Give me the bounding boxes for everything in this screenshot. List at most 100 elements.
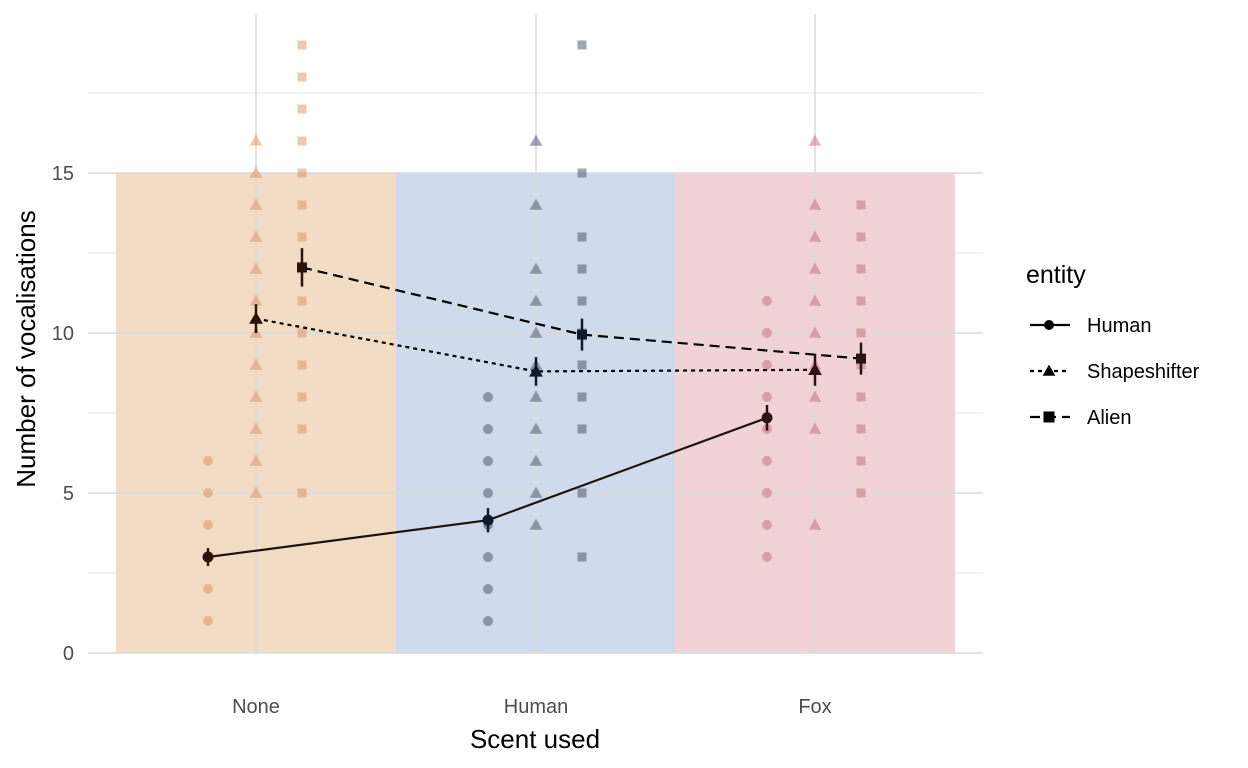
mean-point-alien bbox=[297, 262, 307, 273]
raw-point-shapeshifter bbox=[529, 390, 543, 402]
raw-point-human bbox=[483, 616, 493, 626]
raw-point-human bbox=[483, 488, 493, 498]
raw-point-human bbox=[203, 456, 213, 466]
mean-point-human bbox=[761, 412, 773, 424]
raw-point-alien bbox=[297, 488, 307, 498]
raw-point-human bbox=[762, 328, 772, 338]
legend-label: Human bbox=[1087, 315, 1151, 337]
mean-point-human bbox=[482, 514, 494, 526]
raw-point-human bbox=[762, 552, 772, 562]
raw-point-shapeshifter bbox=[249, 262, 263, 274]
legend-key-marker bbox=[1042, 364, 1056, 376]
raw-point-alien bbox=[856, 264, 866, 274]
legend-key-marker bbox=[1044, 320, 1054, 330]
raw-point-alien bbox=[856, 488, 866, 498]
raw-point-shapeshifter bbox=[529, 262, 543, 274]
x-tick-label: Human bbox=[504, 696, 568, 718]
raw-point-alien bbox=[577, 168, 587, 178]
raw-point-shapeshifter bbox=[808, 294, 822, 306]
raw-point-shapeshifter bbox=[529, 134, 543, 146]
raw-point-alien bbox=[856, 392, 866, 402]
raw-point-human bbox=[483, 584, 493, 594]
mean-point-alien bbox=[856, 353, 866, 364]
raw-point-shapeshifter bbox=[808, 390, 822, 402]
raw-point-shapeshifter bbox=[249, 198, 263, 210]
raw-point-shapeshifter bbox=[808, 134, 822, 146]
raw-point-alien bbox=[856, 232, 866, 242]
raw-point-shapeshifter bbox=[808, 518, 822, 530]
raw-point-alien bbox=[297, 360, 307, 370]
raw-point-alien bbox=[577, 264, 587, 274]
raw-point-shapeshifter bbox=[529, 422, 543, 434]
legend-key-marker bbox=[1043, 411, 1055, 423]
raw-point-human bbox=[483, 392, 493, 402]
raw-point-shapeshifter bbox=[529, 486, 543, 498]
raw-point-alien bbox=[297, 200, 307, 210]
raw-point-shapeshifter bbox=[808, 422, 822, 434]
raw-point-alien bbox=[577, 40, 587, 50]
raw-point-alien bbox=[297, 328, 307, 338]
raw-point-shapeshifter bbox=[249, 294, 263, 306]
raw-point-shapeshifter bbox=[249, 390, 263, 402]
legend-label: Shapeshifter bbox=[1087, 361, 1200, 383]
mean-point-alien bbox=[577, 329, 587, 340]
raw-point-shapeshifter bbox=[249, 230, 263, 242]
raw-point-human bbox=[203, 616, 213, 626]
legend: entity Human Shapeshifter Alien bbox=[1026, 261, 1200, 429]
raw-point-alien bbox=[577, 488, 587, 498]
raw-point-alien bbox=[577, 424, 587, 434]
y-tick-labels: 0 5 10 15 bbox=[52, 163, 74, 665]
raw-point-alien bbox=[856, 200, 866, 210]
raw-point-human bbox=[203, 520, 213, 530]
raw-point-human bbox=[483, 456, 493, 466]
raw-point-alien bbox=[856, 424, 866, 434]
raw-point-human bbox=[203, 584, 213, 594]
raw-point-shapeshifter bbox=[529, 294, 543, 306]
raw-point-alien bbox=[297, 168, 307, 178]
mean-point-human bbox=[202, 551, 214, 563]
raw-point-alien bbox=[856, 328, 866, 338]
major-gridlines bbox=[88, 14, 983, 654]
raw-point-human bbox=[483, 552, 493, 562]
raw-point-shapeshifter bbox=[529, 326, 543, 338]
mean-points bbox=[202, 262, 866, 563]
raw-point-human bbox=[762, 520, 772, 530]
raw-point-shapeshifter bbox=[529, 198, 543, 210]
y-tick-label: 5 bbox=[63, 483, 74, 505]
raw-point-human bbox=[762, 392, 772, 402]
raw-point-shapeshifter bbox=[808, 198, 822, 210]
raw-point-alien bbox=[297, 40, 307, 50]
mean-point-shapeshifter bbox=[249, 311, 263, 324]
raw-point-shapeshifter bbox=[249, 422, 263, 434]
y-tick-label: 15 bbox=[52, 163, 74, 185]
raw-point-shapeshifter bbox=[249, 486, 263, 498]
raw-point-alien bbox=[577, 296, 587, 306]
raw-point-alien bbox=[577, 232, 587, 242]
raw-point-alien bbox=[297, 104, 307, 114]
raw-point-alien bbox=[297, 232, 307, 242]
raw-point-human bbox=[483, 424, 493, 434]
y-axis-title: Number of vocalisations bbox=[11, 210, 41, 487]
y-tick-label: 0 bbox=[63, 643, 74, 665]
raw-point-alien bbox=[297, 296, 307, 306]
legend-label: Alien bbox=[1087, 407, 1131, 429]
raw-point-human bbox=[762, 456, 772, 466]
mean-point-shapeshifter bbox=[808, 362, 822, 375]
x-axis-title: Scent used bbox=[470, 724, 600, 754]
raw-point-alien bbox=[297, 136, 307, 146]
raw-point-alien bbox=[297, 392, 307, 402]
raw-point-shapeshifter bbox=[249, 134, 263, 146]
raw-point-alien bbox=[856, 456, 866, 466]
raw-point-shapeshifter bbox=[249, 358, 263, 370]
raw-point-alien bbox=[577, 552, 587, 562]
y-tick-label: 10 bbox=[52, 323, 74, 345]
raw-point-alien bbox=[856, 296, 866, 306]
raw-point-human bbox=[762, 360, 772, 370]
raw-point-shapeshifter bbox=[529, 518, 543, 530]
raw-point-shapeshifter bbox=[249, 166, 263, 178]
raw-point-alien bbox=[577, 392, 587, 402]
raw-point-shapeshifter bbox=[808, 230, 822, 242]
raw-point-shapeshifter bbox=[529, 454, 543, 466]
